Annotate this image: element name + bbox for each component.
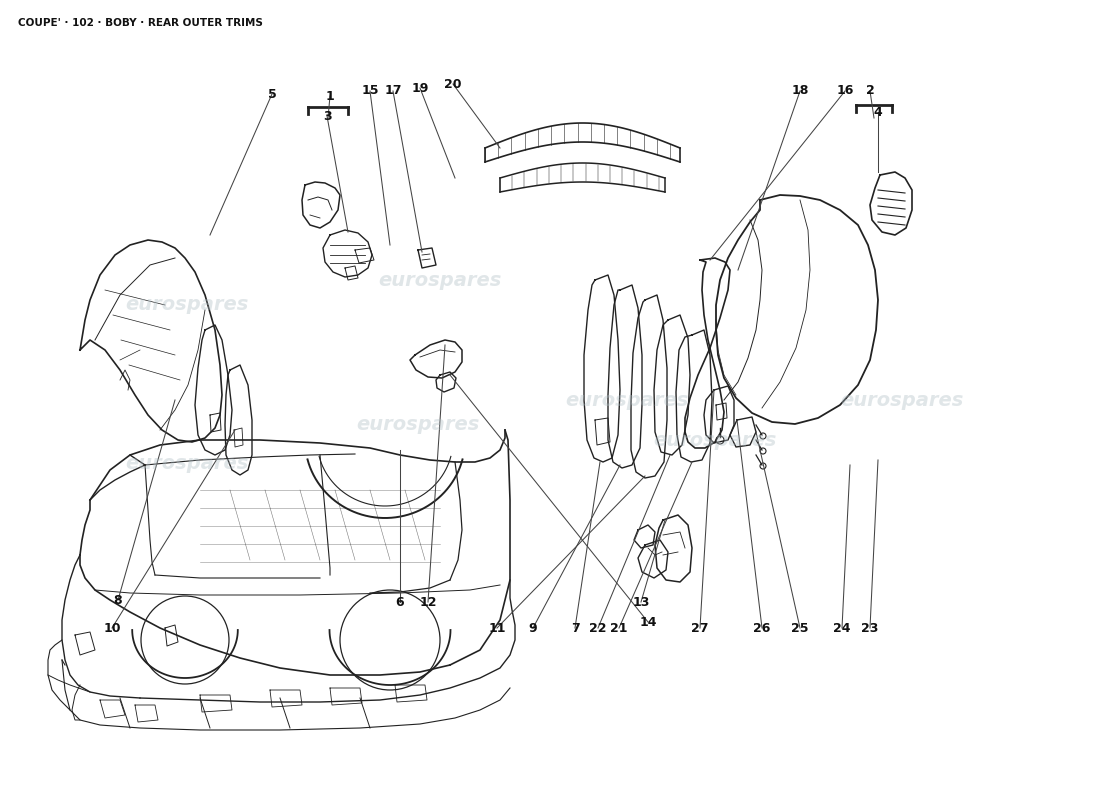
Text: 10: 10 [103,622,121,634]
Text: 5: 5 [267,87,276,101]
Text: eurospares: eurospares [653,430,777,450]
Text: 6: 6 [396,595,405,609]
Text: 18: 18 [791,85,808,98]
Text: 3: 3 [322,110,331,122]
Text: COUPE' · 102 · BOBY · REAR OUTER TRIMS: COUPE' · 102 · BOBY · REAR OUTER TRIMS [18,18,263,28]
Text: 14: 14 [639,615,657,629]
Text: 21: 21 [610,622,628,634]
Text: eurospares: eurospares [840,390,964,410]
Text: 8: 8 [113,594,122,606]
Text: 12: 12 [419,595,437,609]
Text: 7: 7 [571,622,580,634]
Text: 27: 27 [691,622,708,634]
Text: 24: 24 [834,622,850,634]
Text: eurospares: eurospares [378,270,502,290]
Text: 26: 26 [754,622,771,634]
Text: 11: 11 [488,622,506,634]
Text: eurospares: eurospares [125,294,249,314]
Text: 4: 4 [873,106,882,118]
Text: 20: 20 [444,78,462,90]
Text: 22: 22 [590,622,607,634]
Text: 19: 19 [411,82,429,94]
Text: eurospares: eurospares [565,390,689,410]
Text: eurospares: eurospares [356,414,480,434]
Text: 2: 2 [866,85,874,98]
Text: 25: 25 [791,622,808,634]
Text: 13: 13 [632,595,650,609]
Text: 1: 1 [326,90,334,102]
Text: 16: 16 [836,85,854,98]
Text: 9: 9 [529,622,537,634]
Text: 15: 15 [361,85,378,98]
Text: 17: 17 [384,85,402,98]
Text: eurospares: eurospares [125,454,249,474]
Text: 23: 23 [861,622,879,634]
